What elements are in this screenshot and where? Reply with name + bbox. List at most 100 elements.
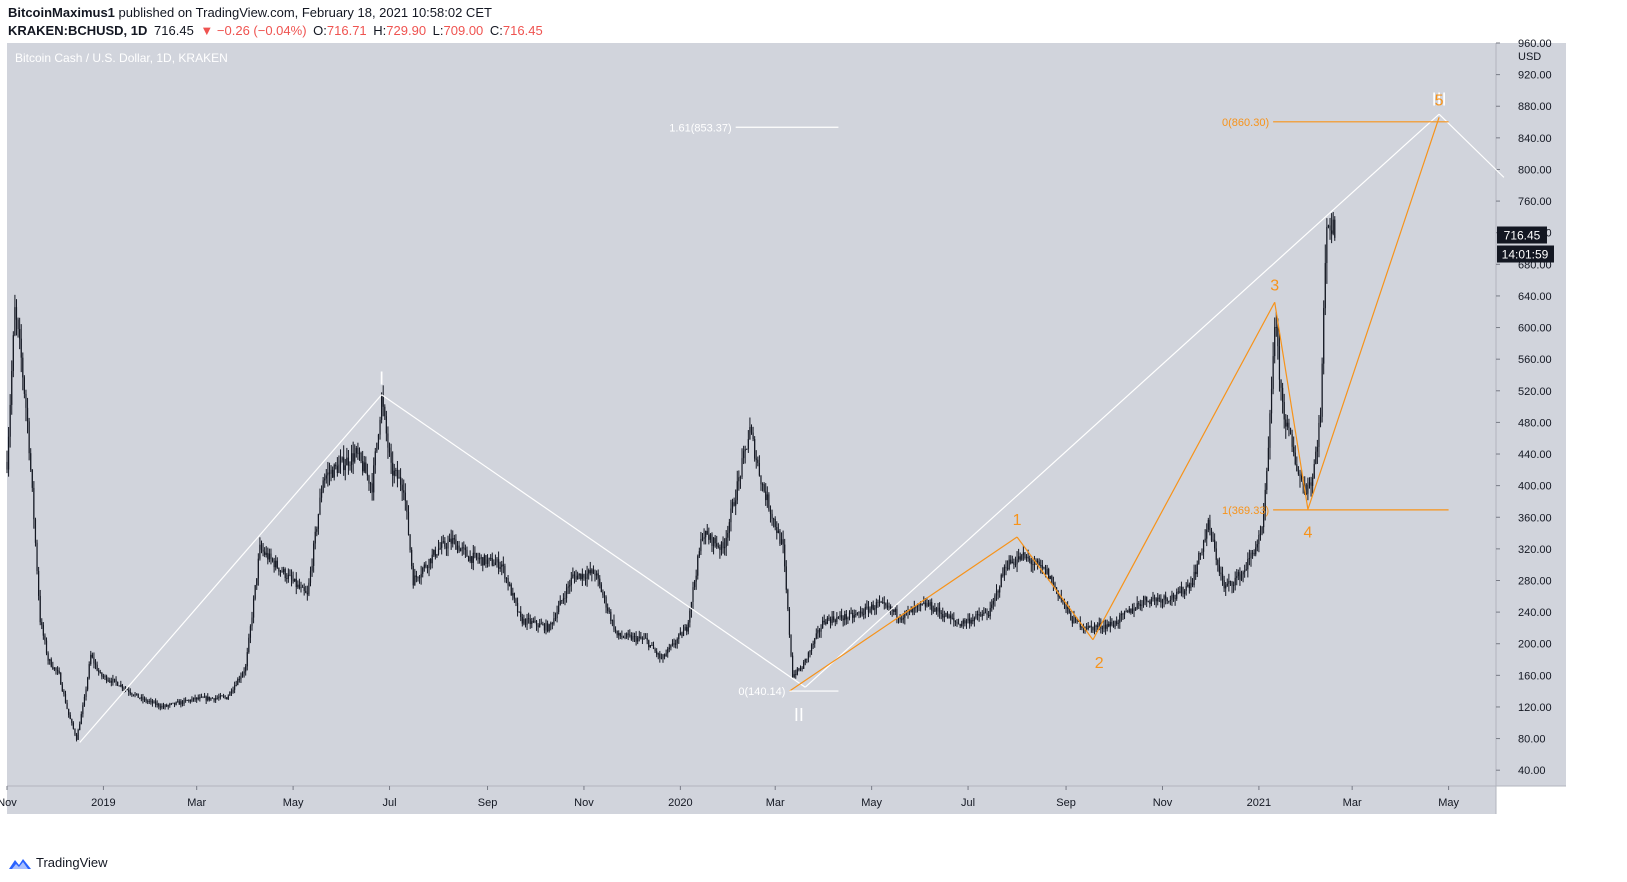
y-tick-label: 920.00 [1518, 70, 1552, 82]
candle-body [534, 620, 536, 622]
candle-body [698, 551, 700, 557]
candle-body [381, 395, 383, 420]
candle-body [1264, 489, 1266, 511]
candle-body [1180, 586, 1183, 593]
candle-body [742, 451, 745, 459]
publish-header: BitcoinMaximus1 published on TradingView… [8, 4, 492, 22]
candle-body [1319, 416, 1322, 423]
candle-body [780, 539, 783, 544]
candle-body [425, 564, 427, 567]
candle-body [264, 551, 266, 555]
candle-body [493, 565, 495, 566]
candle-body [1307, 484, 1309, 494]
candle-body [1060, 596, 1062, 600]
candle-body [1171, 594, 1173, 600]
candle-body [643, 638, 645, 639]
candle-body [1172, 594, 1175, 599]
candle-body [1003, 566, 1006, 576]
candle-body [23, 377, 25, 394]
candle-body [701, 538, 704, 540]
candle-body [224, 696, 226, 698]
tradingview-footer[interactable]: TradingView [8, 855, 108, 870]
candle-body [1199, 552, 1202, 554]
candle-body [790, 634, 792, 656]
candle-body [765, 491, 767, 501]
candle-body [523, 618, 525, 624]
candle-body [962, 620, 964, 624]
candle-body [1294, 452, 1296, 465]
candle-body [1135, 608, 1137, 611]
candle-body [1300, 476, 1303, 480]
candle-body [817, 630, 819, 634]
candle-body [444, 541, 446, 547]
candle-body [850, 612, 852, 614]
time-axis[interactable] [7, 786, 1496, 814]
candle-body [475, 553, 478, 558]
candle-body [173, 702, 176, 705]
candle-body [145, 698, 147, 702]
candle-body [406, 500, 408, 512]
candle-body [501, 564, 503, 567]
candle-body [44, 635, 46, 641]
candle-body [1308, 482, 1311, 485]
candle-body [1067, 607, 1069, 609]
candle-body [317, 514, 319, 529]
candle-body [1334, 219, 1336, 238]
candle-body [373, 465, 375, 493]
candle-body [1142, 599, 1145, 605]
candle-body [502, 564, 504, 566]
candle-body [1217, 559, 1219, 565]
candle-body [371, 483, 373, 493]
candle-body [614, 629, 617, 631]
candle-body [273, 560, 275, 568]
plot-area[interactable] [7, 43, 1496, 786]
candle-body [649, 645, 651, 648]
candle-body [189, 700, 191, 702]
candle-body [1190, 582, 1192, 589]
y-tick-label: 640.00 [1518, 291, 1552, 303]
candle-body [107, 680, 109, 682]
candle-body [60, 673, 62, 685]
candle-body [1313, 464, 1315, 478]
candle-body [997, 591, 999, 593]
candle-body [1184, 590, 1186, 595]
candle-body [931, 602, 933, 611]
y-tick-label: 80.00 [1518, 734, 1546, 746]
price-axis[interactable] [1496, 43, 1566, 786]
candle-body [891, 609, 893, 611]
candle-body [445, 546, 448, 549]
candle-body [1318, 422, 1320, 447]
candle-body [796, 668, 798, 675]
author-name[interactable]: BitcoinMaximus1 [8, 5, 115, 20]
candle-body [659, 653, 661, 658]
candle-body [714, 537, 716, 544]
candle-body [347, 457, 350, 466]
candle-body [79, 724, 81, 730]
candle-body [409, 534, 411, 550]
candle-body [221, 695, 223, 697]
y-tick-label: 800.00 [1518, 164, 1552, 176]
candle-body [1131, 608, 1134, 613]
wave-line-orange [1307, 117, 1440, 510]
candle-body [760, 475, 762, 485]
candle-body [1149, 601, 1151, 605]
candle-body [341, 457, 343, 461]
x-tick-label: Nov [1153, 797, 1173, 809]
candle-body [314, 531, 316, 544]
candle-body [96, 664, 98, 671]
candle-body [823, 620, 825, 623]
wave-line-orange [1092, 301, 1276, 641]
candle-body [840, 615, 843, 619]
candle-body [1022, 552, 1024, 555]
candle-body [818, 630, 821, 632]
candle-body [161, 705, 163, 708]
candle-body [139, 697, 141, 699]
candle-body [1090, 625, 1092, 627]
candle-body [1226, 583, 1228, 586]
wave-line-orange [789, 536, 1018, 692]
candle-body [300, 587, 302, 589]
candle-body [1221, 574, 1224, 581]
candle-body [418, 577, 421, 579]
candle-body [810, 644, 813, 651]
